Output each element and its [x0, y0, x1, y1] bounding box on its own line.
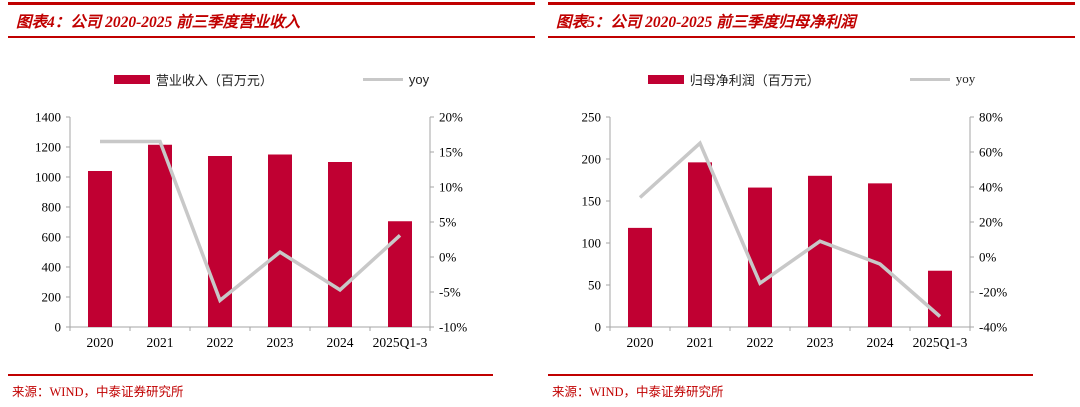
left-axis-tick-label: 100 [582, 236, 602, 251]
x-axis-label: 2021 [687, 335, 714, 350]
legend-item-line: yoy [909, 71, 976, 87]
right-axis-tick-label: 0% [979, 250, 997, 265]
right-axis-tick-label: 20% [979, 215, 1003, 230]
legend-item-bar: 归母净利润（百万元） [647, 70, 820, 89]
bar-swatch-icon [647, 74, 684, 84]
x-axis-label: 2024 [867, 335, 894, 350]
left-axis-tick-label: 50 [588, 278, 601, 293]
legend-item-line: yoy [362, 71, 430, 87]
x-axis-label: 2021 [147, 335, 174, 350]
left-axis-tick-label: 1200 [35, 140, 61, 155]
right-axis-tick-label: 5% [439, 215, 457, 230]
x-axis-label: 2022 [207, 335, 234, 350]
bar-2020 [628, 227, 652, 327]
legend-bar-label: 归母净利润（百万元） [689, 72, 820, 88]
right-axis-tick-label: -40% [979, 320, 1007, 335]
legend-line-label: yoy [955, 71, 976, 86]
figure-title: 图表5：公司 2020-2025 前三季度归母净利润 [556, 14, 856, 31]
source-bar: 来源：WIND，中泰证券研究所 [8, 374, 493, 401]
right-axis-tick-label: 0% [439, 250, 457, 265]
line-swatch-icon [362, 77, 403, 81]
x-axis-label: 2020 [87, 335, 114, 350]
source-text: 来源：WIND，中泰证券研究所 [552, 385, 724, 399]
left-axis-tick-label: 200 [582, 152, 602, 167]
left-axis-tick-label: 0 [55, 320, 62, 335]
revenue-panel: 图表4：公司 2020-2025 前三季度营业收入 营业收入（百万元） yoy … [8, 2, 535, 405]
bar-2023 [808, 175, 832, 327]
x-axis-label: 2020 [627, 335, 654, 350]
bar-2022 [748, 187, 772, 327]
bar-swatch-icon [113, 74, 150, 84]
left-axis-tick-label: 1000 [35, 170, 61, 185]
left-axis-tick-label: 400 [42, 260, 62, 275]
left-axis-tick-label: 0 [595, 320, 602, 335]
right-axis-tick-label: 10% [439, 180, 463, 195]
right-axis-tick-label: 20% [439, 110, 463, 125]
right-axis-tick-label: 80% [979, 110, 1003, 125]
right-axis-tick-label: -5% [439, 285, 461, 300]
legend-line-label: yoy [408, 71, 430, 87]
right-axis-tick-label: 40% [979, 180, 1003, 195]
revenue-chart: 0 200 400 600 800 1000 1200 1400 -10% -5% 0% 5% 10% 1… [35, 110, 467, 351]
bar-2024 [868, 183, 892, 327]
left-axis-tick-label: 200 [42, 290, 62, 305]
legend-item-bar: 营业收入（百万元） [113, 70, 273, 89]
x-axis-label: 2023 [807, 335, 834, 350]
yoy-line [100, 139, 402, 304]
x-axis-label: 2025Q1-3 [373, 335, 428, 350]
bar-2020 [88, 171, 112, 327]
bar-2021 [688, 162, 712, 327]
left-axis-tick-label: 1400 [35, 110, 61, 125]
figure-title-bar: 图表5：公司 2020-2025 前三季度归母净利润 [548, 2, 1075, 38]
figure-title: 图表4：公司 2020-2025 前三季度营业收入 [16, 14, 301, 31]
right-axis-tick-label: -10% [439, 320, 467, 335]
legend: 归母净利润（百万元） yoy [548, 70, 1075, 88]
right-axis-tick-label: 15% [439, 145, 463, 160]
x-axis-label: 2023 [267, 335, 294, 350]
source-text: 来源：WIND，中泰证券研究所 [12, 385, 184, 399]
x-axis-label: 2024 [327, 335, 354, 350]
right-axis-tick-label: -20% [979, 285, 1007, 300]
right-axis-tick-label: 60% [979, 145, 1003, 160]
net-profit-chart: 0 50 100 150 200 250 -40% -20% 0% 20% 40% 60% 80% 202… [582, 110, 1008, 351]
left-axis-tick-label: 250 [582, 110, 602, 125]
figure-title-bar: 图表4：公司 2020-2025 前三季度营业收入 [8, 2, 535, 38]
x-axis-label: 2025Q1-3 [913, 335, 968, 350]
bar-2024 [328, 162, 352, 327]
bar-2025Q1-3 [928, 270, 952, 327]
x-axis-label: 2022 [747, 335, 774, 350]
legend: 营业收入（百万元） yoy [8, 70, 535, 88]
legend-bar-label: 营业收入（百万元） [155, 72, 273, 88]
bar-2021 [148, 144, 172, 327]
source-bar: 来源：WIND，中泰证券研究所 [548, 374, 1033, 401]
left-axis-tick-label: 150 [582, 194, 602, 209]
yoy-line [638, 140, 942, 318]
bar-2023 [268, 154, 292, 327]
left-axis-tick-label: 600 [42, 230, 62, 245]
net-profit-panel: 图表5：公司 2020-2025 前三季度归母净利润 归母净利润（百万元） yo… [548, 2, 1075, 405]
line-swatch-icon [909, 77, 950, 81]
left-axis-tick-label: 800 [42, 200, 62, 215]
bar-2025Q1-3 [388, 221, 412, 327]
